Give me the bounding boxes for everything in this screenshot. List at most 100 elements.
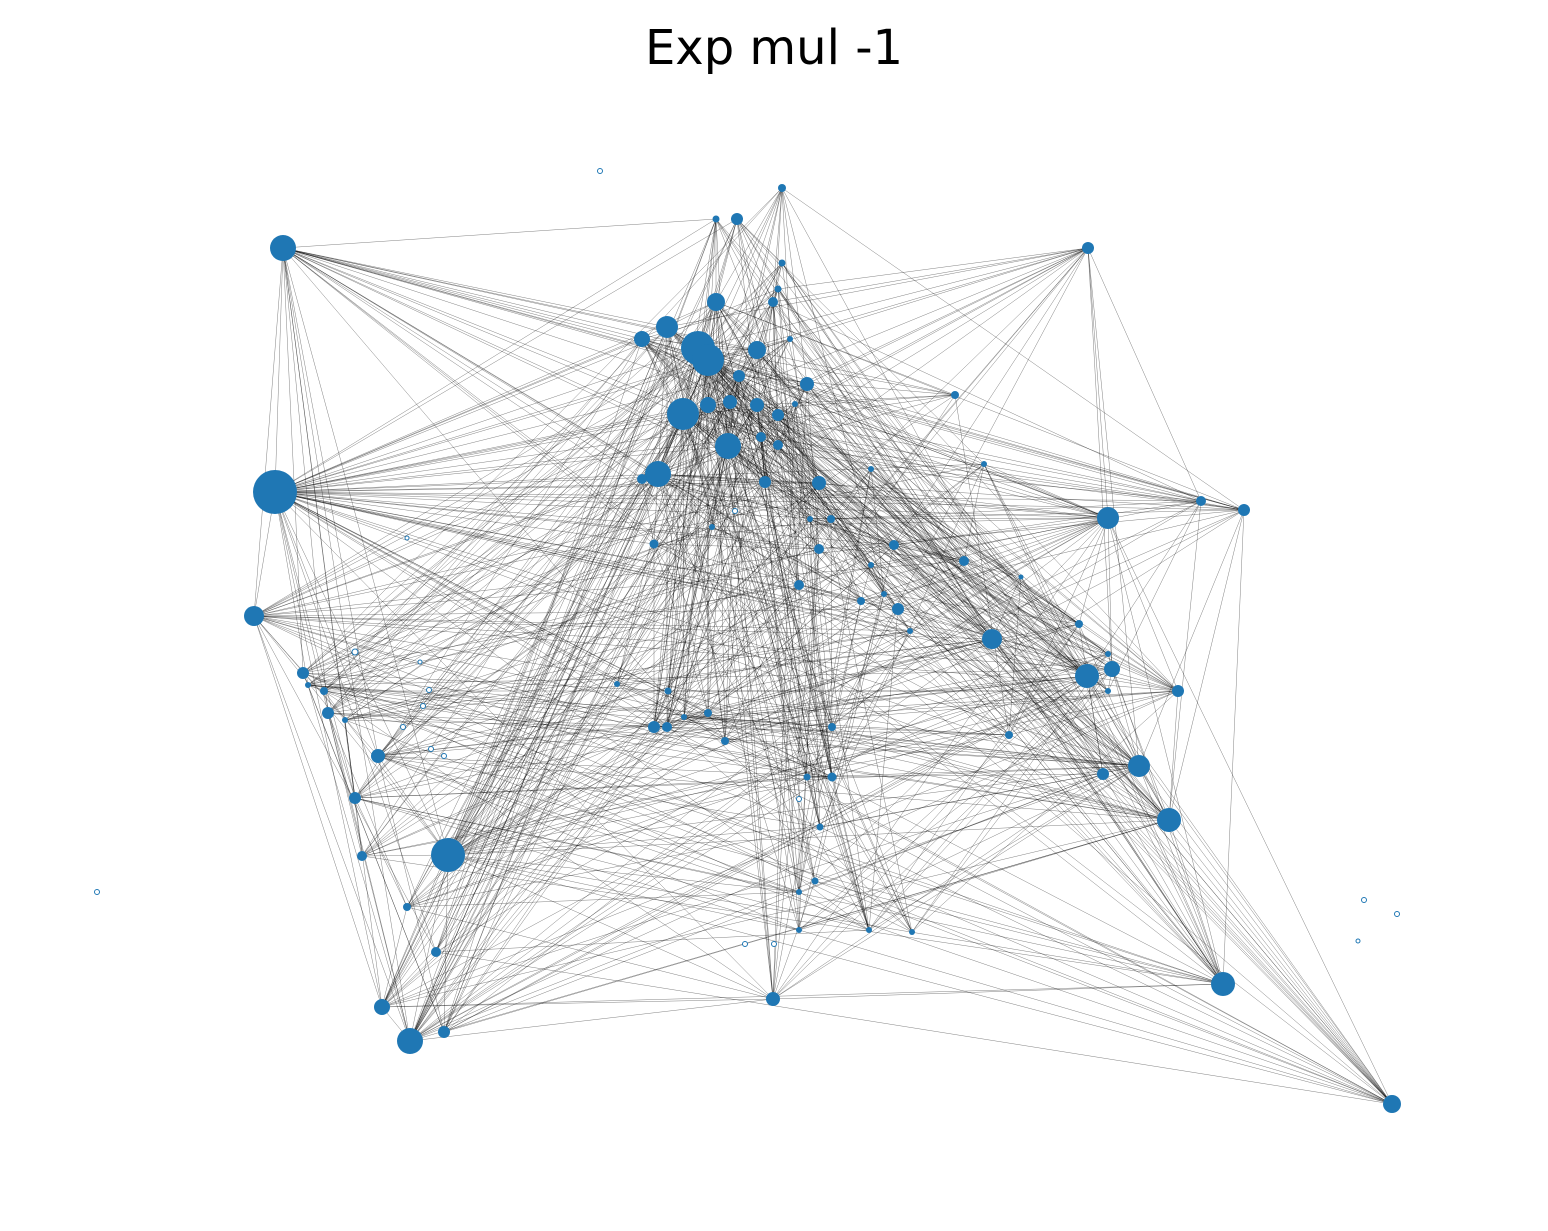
- graph-edge: [409, 683, 618, 1042]
- graph-edge: [897, 517, 1109, 610]
- graph-edge: [809, 518, 821, 828]
- graph-edge: [344, 630, 911, 721]
- graph-edge: [406, 891, 800, 908]
- graph-edge: [697, 347, 1393, 1105]
- graph-edge: [818, 482, 1224, 985]
- graph-edge: [354, 797, 870, 931]
- graph-edge: [435, 338, 643, 953]
- graph-edge: [777, 414, 1080, 625]
- graph-edge: [447, 218, 738, 856]
- graph-edge: [344, 719, 1010, 736]
- graph-edge: [697, 347, 1140, 767]
- graph-edge: [772, 765, 1140, 1000]
- graph-edge: [274, 491, 862, 602]
- graph-node: [731, 213, 743, 225]
- graph-edge: [736, 218, 833, 728]
- graph-edge: [616, 338, 791, 685]
- graph-edge: [1087, 247, 1202, 502]
- graph-edge: [657, 473, 766, 483]
- graph-edge: [1078, 623, 1104, 775]
- graph-edge: [667, 690, 913, 933]
- graph-edge: [781, 187, 1245, 511]
- graph-edge: [756, 349, 1080, 625]
- graph-edge: [274, 218, 738, 493]
- graph-edge: [1087, 247, 1113, 670]
- graph-edge: [1168, 500, 1202, 821]
- graph-edge: [447, 517, 1109, 856]
- graph-edge: [772, 880, 816, 1000]
- graph-edge: [772, 301, 1109, 692]
- graph-edge: [406, 218, 738, 908]
- graph-edge: [870, 500, 1202, 566]
- graph-title: Exp mul -1: [644, 20, 904, 76]
- graph-edge: [683, 623, 1080, 718]
- graph-edge: [831, 726, 1010, 736]
- graph-edge: [777, 414, 911, 632]
- graph-edge: [764, 481, 800, 931]
- graph-edge: [818, 548, 1104, 775]
- graph-edge: [707, 404, 1080, 625]
- graph-edge: [777, 444, 832, 520]
- graph-edge: [274, 491, 329, 714]
- graph-edge: [377, 755, 833, 778]
- graph-edge: [274, 326, 668, 493]
- graph-edge: [443, 854, 449, 1033]
- graph-edge: [253, 615, 411, 1042]
- graph-edge: [798, 584, 1170, 821]
- graph-edge: [327, 712, 833, 778]
- graph-edge: [798, 653, 1109, 931]
- graph-edge: [870, 468, 1080, 625]
- graph-edge: [253, 544, 895, 617]
- graph-edge: [653, 436, 762, 728]
- graph-edge: [697, 347, 800, 586]
- graph-edge: [666, 468, 872, 728]
- graph-edge: [653, 690, 1179, 728]
- graph-edge: [806, 383, 872, 470]
- graph-edge: [253, 608, 899, 617]
- graph-edge: [736, 218, 985, 465]
- graph-edge: [760, 436, 800, 893]
- graph-edge: [814, 593, 885, 882]
- graph-edge: [666, 638, 993, 728]
- graph-edge: [893, 544, 1022, 578]
- graph-edge: [781, 262, 1088, 677]
- graph-node: [1394, 911, 1400, 917]
- graph-edge: [772, 383, 808, 1000]
- graph-edge: [282, 247, 379, 757]
- graph-edge: [274, 491, 870, 931]
- graph-node: [709, 524, 715, 530]
- graph-edge: [409, 482, 820, 1042]
- graph-node: [715, 433, 741, 459]
- graph-edge: [682, 413, 726, 742]
- graph-edge: [798, 690, 1109, 931]
- graph-node: [1097, 768, 1109, 780]
- graph-node: [1105, 688, 1111, 694]
- graph-edge: [715, 301, 1179, 692]
- graph-edge: [707, 482, 820, 714]
- graph-edge: [666, 481, 766, 728]
- graph-edge: [781, 187, 1104, 775]
- graph-edge: [819, 826, 1393, 1105]
- graph-edge: [616, 638, 993, 685]
- graph-node: [866, 927, 872, 933]
- graph-edge: [830, 500, 1202, 520]
- graph-node: [1128, 755, 1150, 777]
- graph-node: [244, 606, 264, 626]
- graph-edge: [711, 526, 899, 610]
- graph-edge: [274, 491, 449, 856]
- graph-edge: [893, 544, 1109, 655]
- graph-edge: [781, 262, 820, 550]
- graph-edge: [963, 463, 985, 562]
- graph-node: [768, 297, 778, 307]
- graph-edge: [307, 684, 445, 1033]
- graph-edge: [724, 740, 1393, 1105]
- graph-edge: [991, 509, 1245, 640]
- graph-edge: [653, 690, 669, 728]
- graph-edge: [729, 401, 1113, 670]
- graph-edge: [777, 247, 1089, 416]
- graph-edge: [377, 755, 445, 1033]
- graph-edge: [381, 301, 717, 1008]
- graph-edge: [738, 338, 791, 377]
- graph-edge: [756, 404, 833, 778]
- graph-edge: [682, 413, 811, 520]
